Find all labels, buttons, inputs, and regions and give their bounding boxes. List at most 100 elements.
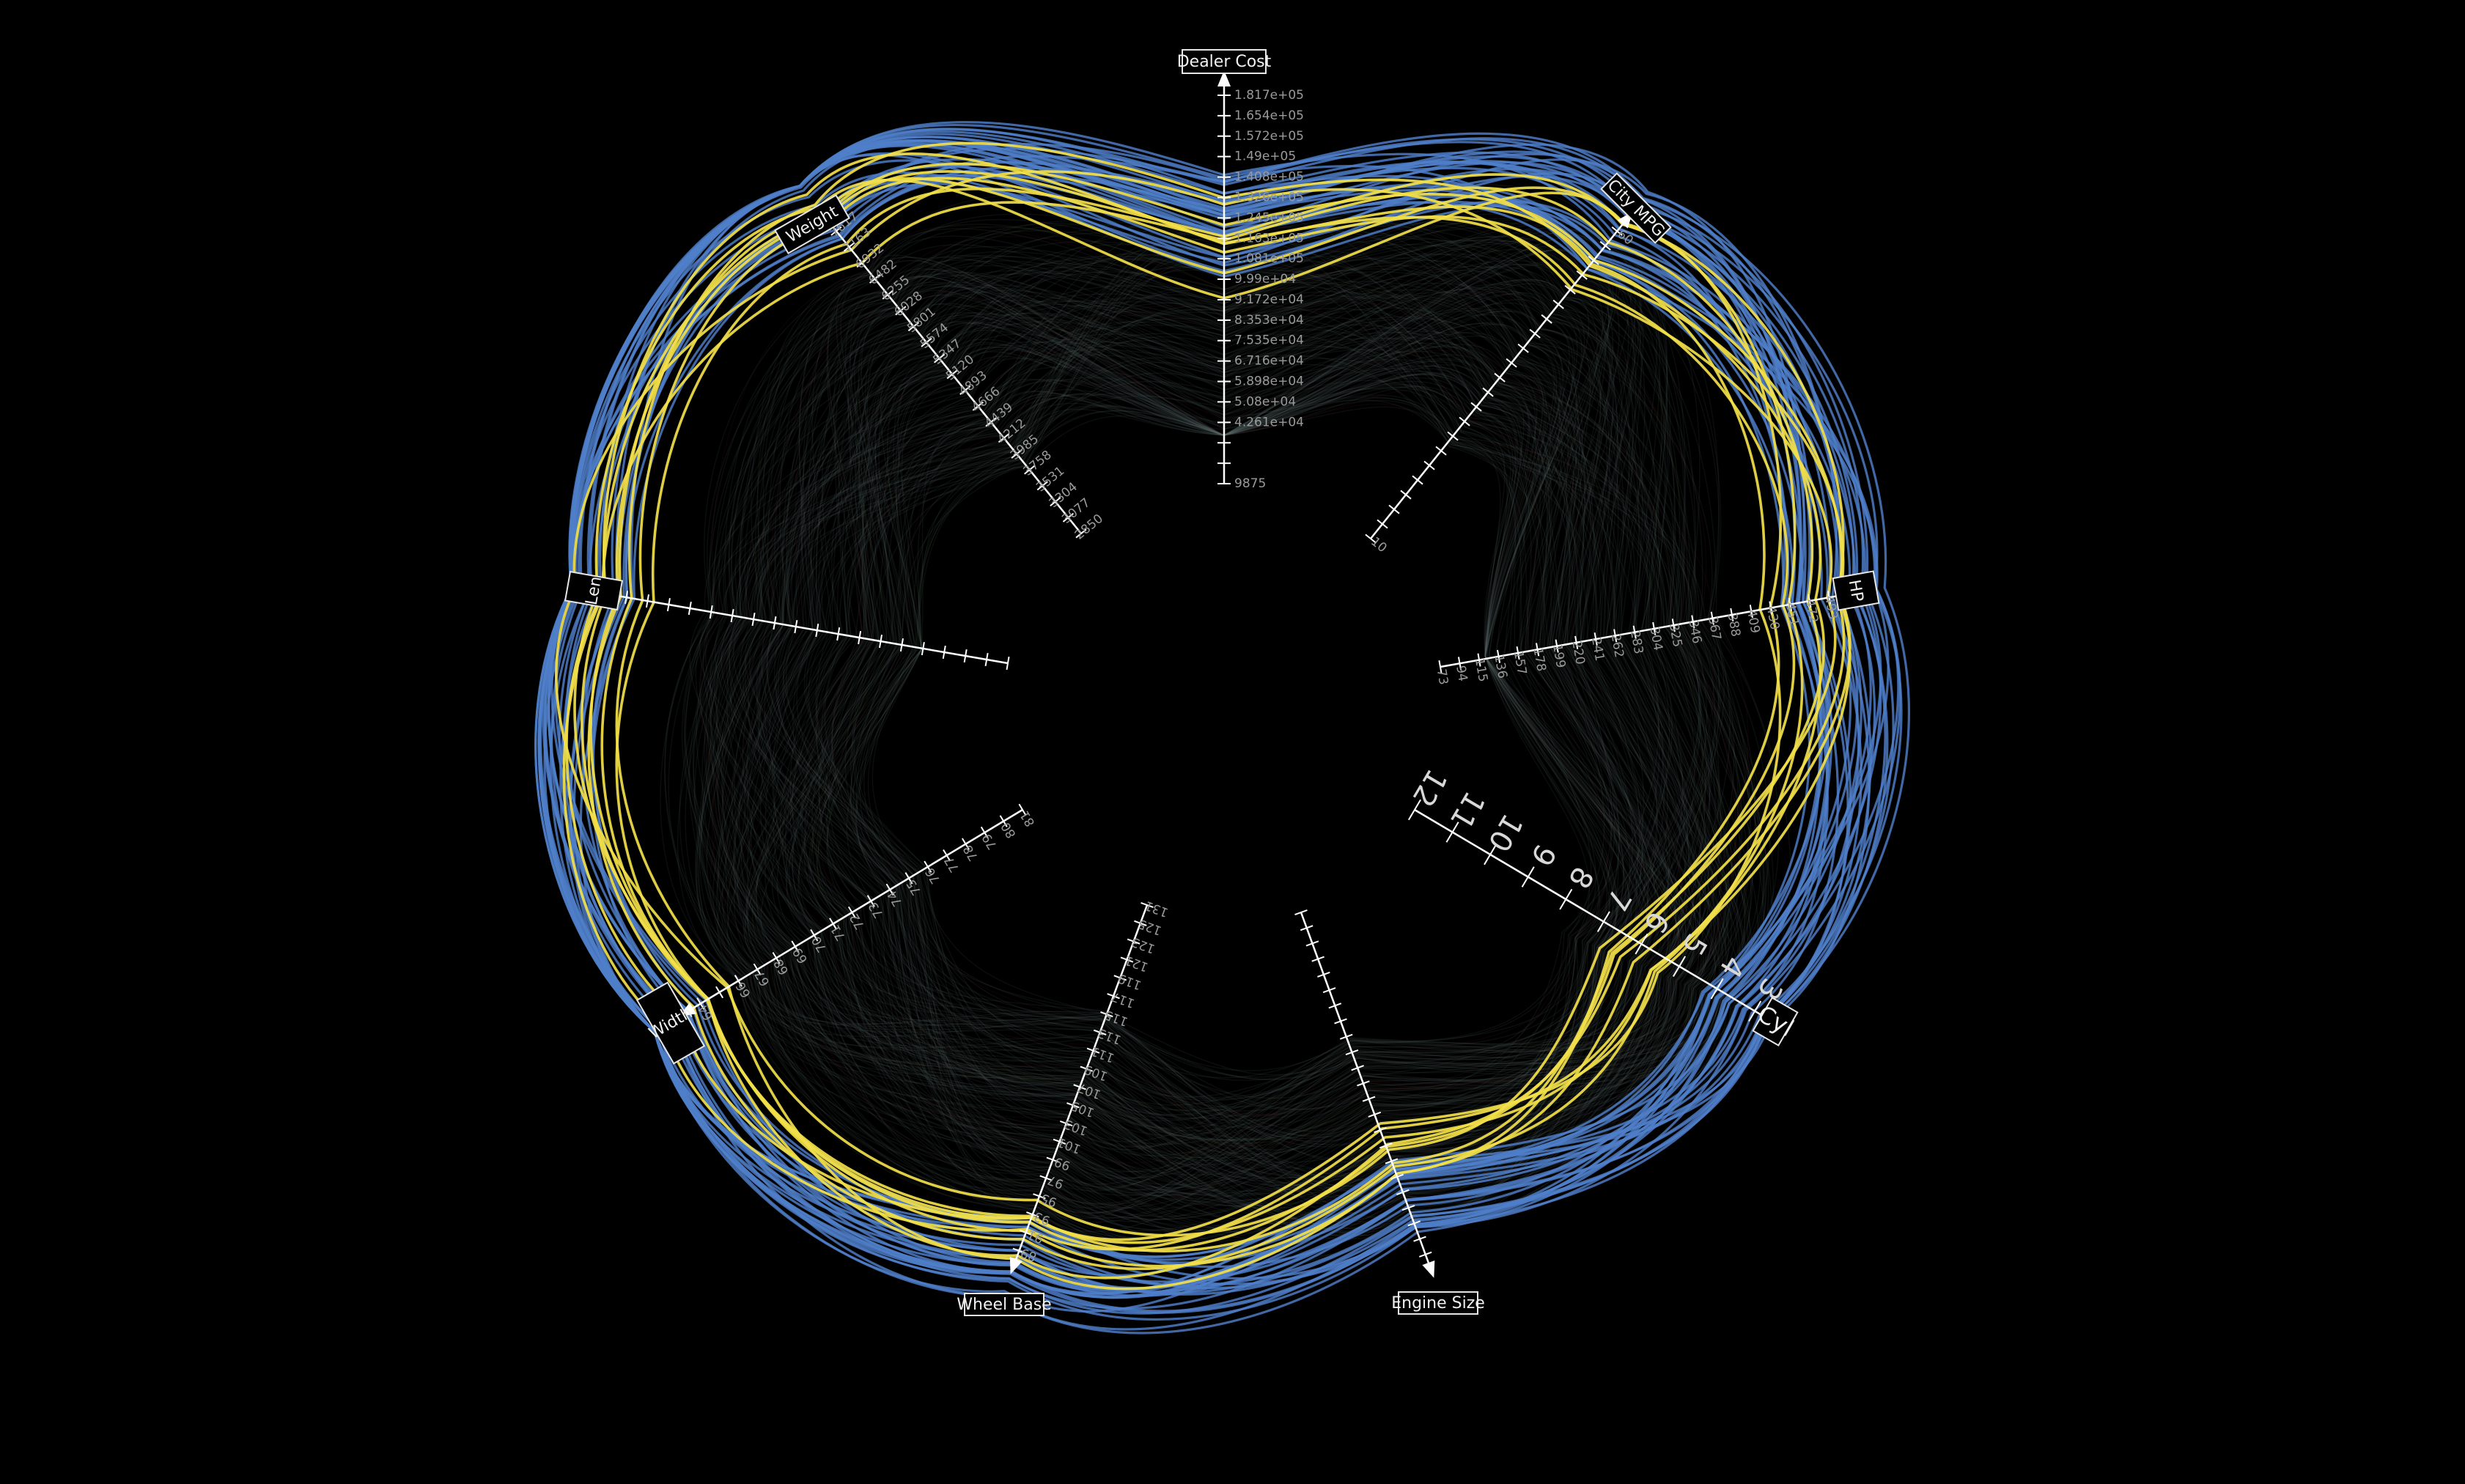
context-record-line [747,316,1767,1111]
yellow-record-line [562,162,1851,1251]
tick-mark [753,963,762,976]
tick-mark [1141,901,1154,909]
context-record-line [737,329,1658,1175]
context-record-line [775,349,1643,1081]
axis-label-box [1832,570,1880,611]
axis-name-text: Wheel Base [957,1296,1051,1314]
tick-mark [961,838,970,850]
tick-mark [1400,490,1412,500]
yellow-record-line [615,177,1851,1291]
context-record-line [853,330,1712,1112]
context-record-line [866,303,1714,1219]
tick-mark [1407,1220,1421,1227]
tick-mark [1059,1120,1073,1127]
context-record-line [855,255,1752,1098]
context-record-line [705,281,1618,1140]
context-record-line [744,313,1745,1080]
axis-label-hp[interactable]: HP [1832,570,1880,611]
axis-label-box [1398,1291,1478,1315]
tick-mark [791,940,800,953]
context-record-line [715,274,1728,1235]
context-record-line [821,217,1643,1151]
tick-mark [1749,605,1753,619]
tick-mark [1357,1080,1370,1087]
tick-mark [1599,240,1611,251]
context-record-line [695,221,1676,1213]
tick-mark [1322,987,1336,994]
axis-label-engine-size[interactable]: Engine Size [1391,1291,1485,1315]
context-record-line [745,310,1746,1255]
context-record-line [758,295,1637,1120]
context-record-line [734,281,1769,1173]
context-record-line [769,259,1717,1214]
tick-mark [709,605,713,619]
tick-mark [1006,656,1010,671]
context-record-line [789,292,1601,1148]
tick-mark [1418,1251,1432,1258]
context-record-line [721,239,1761,1194]
axis-label-wheel-base[interactable]: Wheel Base [957,1293,1052,1316]
context-record-line [721,266,1610,1165]
context-record-line [700,229,1758,1223]
tick-mark [1385,1158,1399,1164]
context-record-line [733,269,1662,1144]
tick-mark [858,631,862,645]
tick-mark [1407,799,1422,821]
context-record-line [726,286,1687,1110]
context-record-line [710,281,1670,1178]
tick-mark [998,433,1010,443]
axis-line-city-mpg [1370,213,1632,539]
axis-label-dealer-cost[interactable]: Dealer Cost [1177,49,1272,74]
tick-label: 8.353e+04 [1234,313,1304,328]
context-record-line [772,208,1701,1116]
context-record-line [729,318,1684,1162]
axis-name-text: Dealer Cost [1177,53,1272,71]
context-record-line [700,259,1608,1164]
axis-label-len[interactable]: Len [564,570,624,611]
tick-mark [715,986,724,999]
tick-mark [1611,226,1623,236]
tick-label: 1.245e+05 [1234,210,1304,225]
tick-mark [1447,431,1459,441]
context-record-line [756,265,1706,1214]
context-record-line [748,297,1701,1197]
context-record-line [701,350,1624,1201]
context-record-line [699,226,1728,1192]
tick-mark [1470,402,1482,412]
tick-mark [1107,993,1120,1000]
context-record-line [750,240,1720,1121]
axis-label-box [635,981,706,1065]
tick-mark [810,929,819,942]
context-record-line [693,245,1629,1242]
blue-record-line [537,128,1900,1296]
tick-mark [1365,534,1377,544]
context-record-line [745,346,1611,1203]
tick-mark [1748,1000,1762,1022]
context-record-line [810,305,1740,1196]
tick-mark [1435,446,1447,456]
context-record-line [863,388,1649,1173]
tick-mark [1477,653,1481,667]
tick-label: 1.817e+05 [1234,88,1304,103]
axis-line-weight [822,213,1082,534]
context-record-line [764,293,1668,1163]
context-record-line [808,218,1700,1240]
tick-label: 6.716e+04 [1234,354,1304,369]
context-record-line [726,235,1621,1178]
context-lines-layer [660,184,1791,1271]
axis-line-wheel-base [1010,904,1149,1272]
tick-mark [1300,925,1313,931]
tick-mark [1445,822,1459,843]
context-record-line [717,311,1697,1118]
tick-mark [1024,465,1036,475]
context-record-line [762,235,1684,1207]
axis-label-width[interactable]: Width [632,980,709,1067]
context-record-line [855,322,1673,1115]
context-record-line [664,324,1709,1170]
axis-label-weight[interactable]: Weight [774,194,850,254]
tick-mark [959,385,971,395]
tick-mark [1559,888,1573,910]
tick-mark [696,997,705,1010]
axis-len: Len [564,570,1010,671]
